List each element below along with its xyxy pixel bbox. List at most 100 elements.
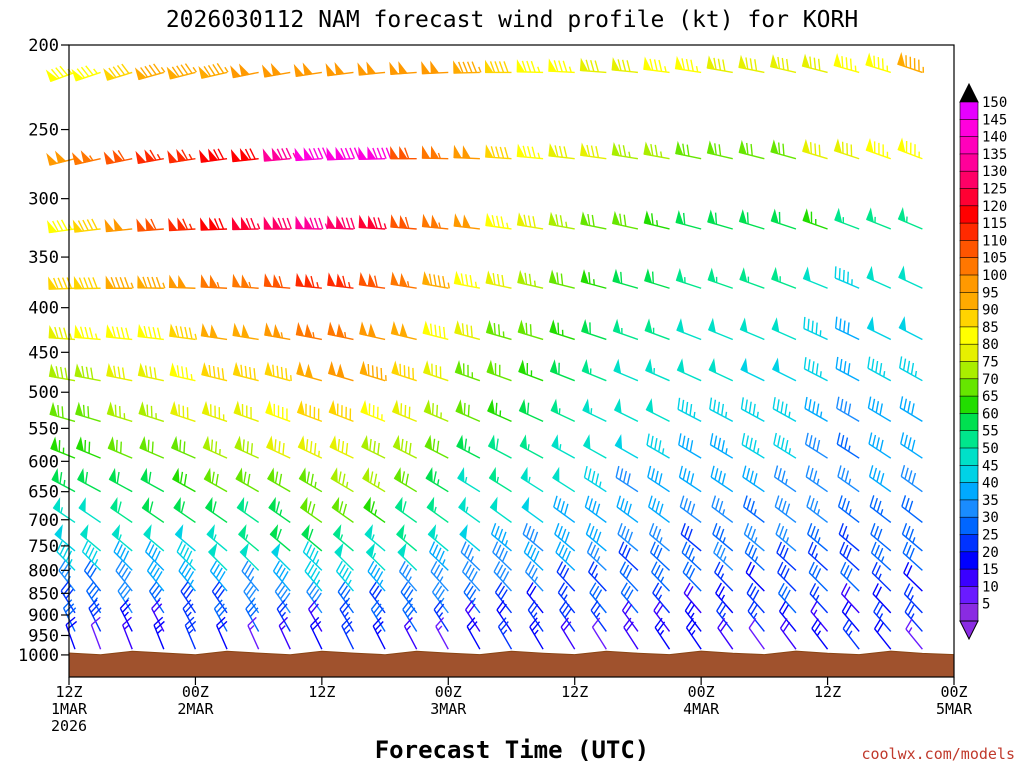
colorbar-swatch <box>959 136 979 155</box>
wind-barb <box>842 618 860 650</box>
wind-barb <box>868 465 892 493</box>
wind-barb <box>295 272 322 289</box>
y-tick-label: 700 <box>28 511 59 531</box>
wind-barb <box>804 396 828 423</box>
wind-barb <box>329 435 354 459</box>
wind-barb <box>776 541 797 571</box>
colorbar-swatch <box>959 326 979 345</box>
wind-barb <box>518 359 544 382</box>
wind-barb <box>647 465 670 493</box>
wind-barb <box>111 524 133 552</box>
wind-barb <box>516 143 544 160</box>
wind-barb <box>897 207 923 230</box>
wind-barb <box>805 465 828 493</box>
wind-barb <box>899 396 923 423</box>
colorbar-label: 55 <box>982 424 999 440</box>
y-tick-label: 400 <box>28 299 59 319</box>
wind-barb <box>341 616 355 650</box>
wind-barb <box>709 397 734 423</box>
wind-barb <box>361 435 386 459</box>
wind-barb <box>72 218 101 233</box>
wind-barb <box>581 319 607 341</box>
wind-barb <box>615 465 639 493</box>
wind-barb <box>485 144 512 160</box>
wind-barb <box>146 560 165 592</box>
wind-barb <box>461 561 481 592</box>
wind-barb <box>899 356 923 382</box>
wind-barb <box>617 522 639 552</box>
wind-barb <box>362 467 386 493</box>
wind-barb <box>872 583 892 614</box>
wind-barb <box>802 208 828 230</box>
wind-barb <box>556 561 576 592</box>
wind-barb <box>81 540 102 571</box>
wind-barb <box>772 357 797 382</box>
colorbar-label: 100 <box>982 268 1007 284</box>
colorbar-top-arrow <box>959 82 979 103</box>
wind-barb <box>677 397 702 423</box>
wind-barb <box>526 582 544 614</box>
wind-barb <box>56 540 76 571</box>
wind-barb <box>392 434 417 459</box>
wind-barb <box>613 358 639 382</box>
wind-barb <box>151 599 165 632</box>
y-tick-label: 900 <box>28 606 59 626</box>
colorbar-label: 80 <box>982 337 999 353</box>
wind-barb <box>487 434 512 459</box>
wind-barb <box>173 496 196 524</box>
wind-barb <box>122 616 133 650</box>
wind-barb <box>268 496 291 524</box>
wind-barb <box>840 561 860 592</box>
terrain-layer <box>68 650 955 678</box>
wind-barb <box>869 495 892 524</box>
wind-barb <box>774 495 797 524</box>
wind-barb <box>553 495 576 524</box>
wind-barb <box>580 211 607 230</box>
wind-barb <box>777 561 797 592</box>
colorbar-swatch <box>959 413 979 432</box>
wind-barb <box>717 617 734 650</box>
wind-barb <box>107 436 133 459</box>
wind-barb <box>78 497 102 524</box>
wind-barb <box>453 60 482 74</box>
chart-title: 2026030112 NAM forecast wind profile (kt… <box>166 7 858 33</box>
wind-barb <box>77 467 101 493</box>
wind-barb <box>359 321 386 341</box>
x-tick-label: 12Z <box>814 683 841 701</box>
wind-barb <box>182 599 197 632</box>
wind-barb <box>204 496 228 524</box>
wind-barb <box>739 317 765 341</box>
wind-barb <box>873 601 892 632</box>
wind-barb <box>674 55 702 74</box>
wind-barb <box>835 316 860 341</box>
wind-barb <box>529 617 544 650</box>
wind-barb <box>198 62 229 79</box>
wind-barb <box>393 467 418 493</box>
colorbar-swatch <box>959 378 979 397</box>
wind-barb <box>740 397 765 423</box>
wind-barb <box>675 209 702 230</box>
wind-barb <box>263 216 292 230</box>
colorbar-swatch <box>959 499 979 518</box>
wind-barb <box>208 542 228 571</box>
colorbar-swatch <box>959 534 979 553</box>
wind-barb <box>616 495 639 524</box>
wind-barb <box>168 217 196 232</box>
credit-link[interactable]: coolwx.com/models <box>861 745 1015 763</box>
y-tick-label: 750 <box>28 537 59 557</box>
wind-barb <box>359 360 387 382</box>
colorbar-label: 15 <box>982 562 999 578</box>
wind-barb <box>463 582 481 614</box>
wind-barb <box>335 560 354 592</box>
wind-barb <box>213 599 228 632</box>
wind-barb <box>738 139 765 160</box>
wind-barb <box>492 541 512 571</box>
wind-barb <box>580 142 607 160</box>
wind-barb <box>867 396 892 423</box>
wind-barb <box>458 496 481 524</box>
wind-barb <box>358 271 386 289</box>
wind-barb <box>396 524 418 552</box>
wind-barb <box>777 582 797 614</box>
